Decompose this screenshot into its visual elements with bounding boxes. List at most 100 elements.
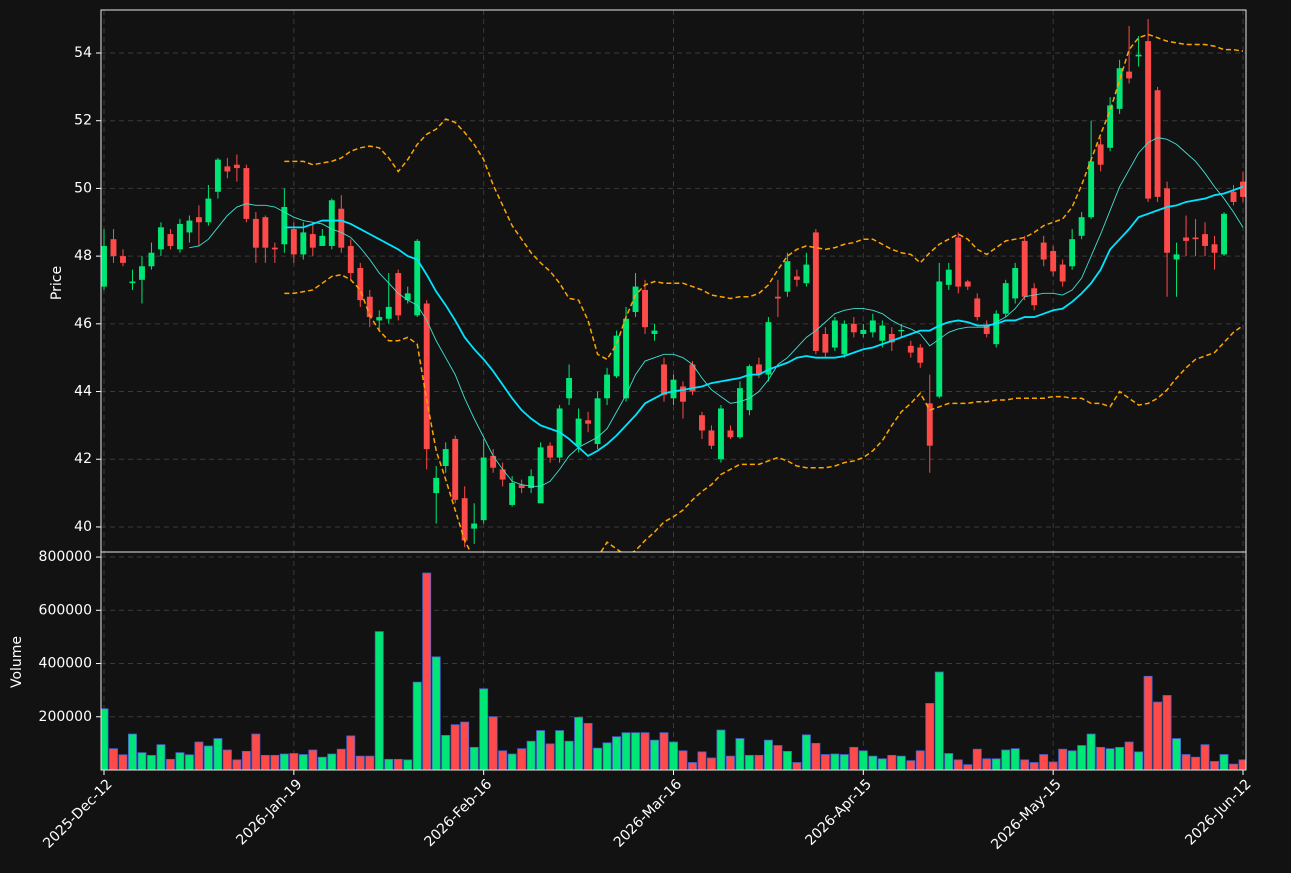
candle-body	[879, 325, 886, 341]
volume-bar	[782, 750, 792, 770]
candle-body	[214, 159, 221, 192]
candle-body	[101, 245, 107, 287]
candle-body	[357, 267, 364, 301]
volume-bar	[469, 746, 479, 770]
volume-bar	[109, 748, 118, 770]
candle-body	[1040, 242, 1047, 260]
volume-bar	[849, 746, 859, 770]
candle-body	[414, 240, 421, 316]
volume-bar	[1191, 756, 1200, 770]
candle-body	[793, 276, 800, 280]
candle-body	[974, 298, 981, 318]
candle-body	[395, 273, 402, 316]
candle-body	[328, 200, 335, 246]
candle-body	[480, 457, 487, 521]
volume-bar	[441, 734, 451, 770]
candle-body	[907, 345, 914, 353]
candle-body	[917, 347, 924, 363]
volume-bar	[403, 759, 413, 770]
volume-bar	[830, 753, 840, 770]
volume-bar	[479, 688, 489, 770]
volume-bar	[1067, 750, 1077, 770]
candle-body	[195, 217, 202, 223]
volume-bar	[308, 749, 318, 770]
volume-bar	[1219, 754, 1229, 770]
volume-bar	[384, 758, 394, 770]
candle-body	[1126, 71, 1133, 79]
candle-body	[1240, 181, 1246, 197]
candle-body	[623, 318, 629, 399]
volume-bar	[1010, 748, 1020, 770]
volume-bar	[222, 749, 232, 770]
volume-bar	[336, 748, 346, 770]
candle-body	[1154, 90, 1161, 197]
volume-bar	[545, 743, 555, 770]
volume-bar	[365, 755, 375, 770]
candle-body	[290, 229, 297, 255]
candle-body	[831, 320, 838, 348]
volume-bar	[697, 751, 707, 770]
volume-bar	[688, 762, 697, 770]
candle-body	[860, 329, 867, 334]
candle-body	[993, 313, 1000, 345]
volume-bar	[1029, 762, 1039, 770]
candle-body	[575, 418, 582, 446]
candle-body	[689, 364, 696, 392]
candle-body	[850, 323, 857, 333]
volume-bar	[659, 732, 669, 770]
candle-body	[509, 482, 516, 505]
volume-bar	[241, 750, 251, 770]
volume-bar	[279, 753, 289, 770]
candle-body	[1135, 54, 1142, 57]
candle-body	[1059, 264, 1066, 282]
candle-body	[642, 289, 648, 328]
volume-bar	[175, 752, 185, 770]
volume-bar	[118, 754, 128, 770]
volume-bar	[270, 754, 280, 770]
candle-body	[1192, 237, 1199, 240]
volume-bar	[915, 750, 925, 770]
volume-bar	[982, 758, 992, 770]
overlay-line	[189, 137, 1244, 487]
volume-bar	[726, 755, 735, 770]
candle-body	[1183, 237, 1189, 241]
candle-body	[1202, 234, 1208, 246]
candle-body	[499, 469, 506, 480]
volume-bar	[166, 758, 175, 770]
volume-bar	[744, 754, 754, 770]
candle-body	[708, 430, 715, 446]
candle-body	[1107, 105, 1114, 148]
candle-body	[309, 234, 316, 248]
volume-bar	[194, 741, 204, 770]
candle-body	[547, 445, 554, 458]
volume-bar	[1039, 754, 1049, 770]
candle-body	[1012, 267, 1019, 299]
candle-body	[699, 415, 705, 431]
volume-bar	[1001, 749, 1011, 770]
volume-bar	[1105, 748, 1115, 770]
volume-bar	[820, 754, 830, 770]
volume-bar	[213, 738, 223, 770]
candle-body	[300, 232, 307, 255]
candle-body	[528, 476, 535, 489]
candle-body	[680, 386, 686, 402]
candle-body	[347, 245, 354, 274]
volume-bar	[735, 738, 745, 770]
volume-bar	[260, 754, 270, 770]
candle-body	[233, 164, 240, 169]
candle-body	[727, 430, 734, 438]
volume-bar	[1143, 675, 1153, 770]
volume-bar	[526, 740, 536, 770]
volume-bar	[773, 745, 783, 770]
candle-body	[1221, 213, 1227, 255]
candle-body	[1069, 239, 1076, 267]
candle-body	[1088, 161, 1095, 218]
candle-body	[964, 281, 971, 287]
candle-body	[518, 484, 525, 489]
volume-bar	[906, 760, 916, 770]
candle-body	[139, 266, 145, 280]
candle-body	[746, 366, 753, 411]
candle-body	[1002, 283, 1009, 314]
volume-bar	[953, 759, 963, 770]
